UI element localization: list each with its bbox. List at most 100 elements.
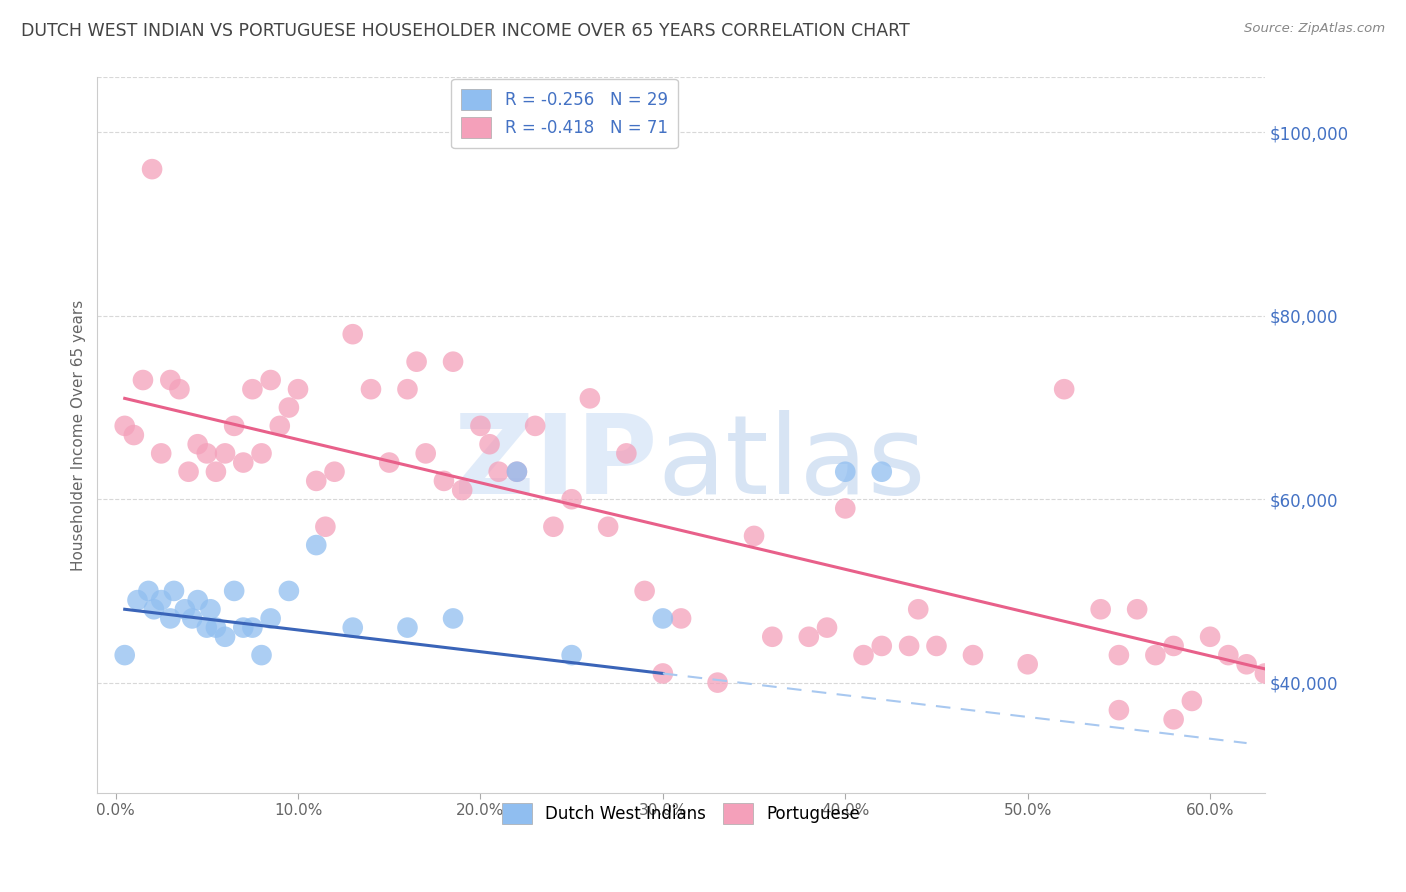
Point (561, 492, 583, 507)
Point (870, 465, 893, 479)
Point (524, 418, 547, 433)
Point (488, 465, 510, 479)
Point (250, 446, 273, 460)
Point (259, 373, 281, 387)
Point (1218, 648, 1240, 662)
Point (1017, 657, 1039, 672)
Point (598, 520, 620, 534)
Point (1108, 703, 1130, 717)
Point (232, 621, 254, 635)
Point (561, 648, 583, 662)
Point (651, 666, 673, 681)
Point (451, 483, 474, 497)
Point (1090, 602, 1112, 616)
Point (177, 465, 200, 479)
Point (1053, 382, 1076, 396)
Point (870, 639, 893, 653)
Point (852, 648, 875, 662)
Point (314, 520, 336, 534)
Point (250, 648, 273, 662)
Point (224, 583, 246, 598)
Point (200, 602, 222, 616)
Point (169, 382, 191, 396)
Point (651, 611, 673, 625)
Point (1144, 648, 1167, 662)
Point (342, 621, 364, 635)
Point (962, 648, 984, 662)
Point (614, 446, 637, 460)
Point (1254, 666, 1277, 681)
Point (1236, 657, 1258, 672)
Point (761, 630, 783, 644)
Point (323, 465, 346, 479)
Text: ZIP: ZIP (454, 410, 658, 517)
Point (242, 382, 264, 396)
Point (633, 583, 655, 598)
Point (114, 648, 136, 662)
Point (195, 446, 218, 460)
Point (277, 583, 299, 598)
Point (114, 418, 136, 433)
Point (907, 602, 929, 616)
Point (174, 602, 197, 616)
Point (187, 593, 209, 607)
Point (797, 630, 820, 644)
Point (543, 520, 565, 534)
Point (1163, 639, 1185, 653)
Point (159, 611, 181, 625)
Point (378, 456, 401, 470)
Point (305, 474, 328, 488)
Point (269, 418, 291, 433)
Point (441, 611, 464, 625)
Point (224, 418, 246, 433)
Point (287, 382, 309, 396)
Point (214, 630, 236, 644)
Y-axis label: Householder Income Over 65 years: Householder Income Over 65 years (72, 300, 86, 571)
Point (122, 428, 145, 442)
Point (163, 583, 186, 598)
Point (1181, 694, 1204, 708)
Point (415, 446, 437, 460)
Point (181, 611, 204, 625)
Point (1199, 630, 1222, 644)
Point (815, 621, 838, 635)
Point (205, 621, 228, 635)
Point (834, 465, 856, 479)
Point (506, 465, 529, 479)
Point (187, 437, 209, 451)
Point (441, 354, 464, 368)
Point (506, 465, 529, 479)
Point (396, 621, 419, 635)
Point (433, 474, 456, 488)
Point (205, 465, 228, 479)
Point (141, 162, 163, 177)
Point (1108, 648, 1130, 662)
Point (232, 456, 254, 470)
Legend: Dutch West Indians, Portuguese: Dutch West Indians, Portuguese (492, 793, 870, 834)
Point (142, 602, 165, 616)
Point (150, 593, 173, 607)
Point (150, 446, 173, 460)
Point (305, 538, 328, 552)
Point (1163, 712, 1185, 726)
Point (478, 437, 501, 451)
Text: atlas: atlas (658, 410, 927, 517)
Point (132, 373, 155, 387)
Point (127, 593, 149, 607)
Point (742, 529, 765, 543)
Point (138, 583, 160, 598)
Point (214, 446, 236, 460)
Text: DUTCH WEST INDIAN VS PORTUGUESE HOUSEHOLDER INCOME OVER 65 YEARS CORRELATION CHA: DUTCH WEST INDIAN VS PORTUGUESE HOUSEHOL… (21, 22, 910, 40)
Point (898, 639, 921, 653)
Point (579, 392, 602, 406)
Point (242, 621, 264, 635)
Point (706, 675, 728, 690)
Point (195, 621, 218, 635)
Point (159, 373, 181, 387)
Point (277, 401, 299, 415)
Point (259, 611, 281, 625)
Point (834, 501, 856, 516)
Point (925, 639, 948, 653)
Point (396, 382, 419, 396)
Text: Source: ZipAtlas.com: Source: ZipAtlas.com (1244, 22, 1385, 36)
